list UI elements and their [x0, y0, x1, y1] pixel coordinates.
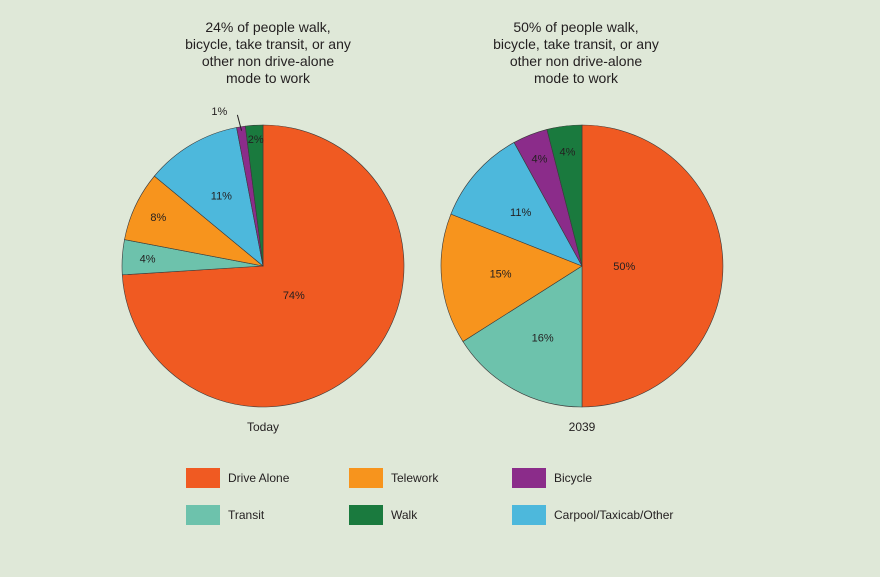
legend-item: Carpool/Taxicab/Other — [512, 504, 673, 526]
chart-title-line: other non drive-alone — [201, 53, 335, 69]
legend-item: Bicycle — [512, 467, 592, 489]
legend-label: Telework — [391, 471, 439, 485]
chart-title-line: bicycle, take transit, or any — [185, 36, 351, 52]
pie-slice-drive-alone — [581, 124, 724, 408]
pie-slice-walk — [546, 124, 583, 267]
chart-title-today: 24% of people walk, bicycle, take transi… — [138, 19, 398, 87]
pie-slice-carpool-taxicab-other — [450, 142, 583, 267]
chart-title-line: mode to work — [225, 70, 311, 86]
pie-slice-transit — [462, 265, 583, 408]
pie-slice-walk — [244, 124, 264, 267]
pie-chart-2039: 50% 16% 15% 11% 4% 4% 2039 — [440, 124, 724, 434]
pie-chart-today: 74% 4% 8% 11% 1% 2% Today — [121, 106, 405, 434]
pie-slice-label: 8% — [150, 212, 166, 224]
pie-slice-label: 16% — [532, 333, 554, 345]
pie-slice-label: 4% — [531, 153, 547, 165]
chart-title-line: 50% of people walk, — [513, 19, 639, 35]
legend-label: Bicycle — [554, 471, 593, 485]
chart-title-line: 24% of people walk, — [205, 19, 331, 35]
pie-slice-label: 2% — [248, 134, 264, 146]
chart-title-line: mode to work — [533, 70, 619, 86]
pie-charts-svg: 74% 4% 8% 11% 1% 2% Today 50% 16% 15% 11% 4% 4% 2039 — [121, 106, 724, 434]
callout-leader-line — [236, 114, 243, 131]
pie-slice-telework — [440, 213, 583, 342]
legend-swatch — [512, 468, 546, 488]
pie-caption: Today — [247, 420, 279, 434]
legend-label: Transit — [228, 508, 265, 522]
legend-item: Transit — [186, 504, 264, 526]
legend-item: Telework — [349, 467, 438, 489]
legend-swatch — [186, 505, 220, 525]
pie-caption: 2039 — [569, 420, 596, 434]
pie-slice-label: 11% — [211, 191, 232, 203]
chart-title-line: bicycle, take transit, or any — [493, 36, 659, 52]
legend-label: Carpool/Taxicab/Other — [554, 508, 674, 522]
legend-label: Walk — [391, 508, 418, 522]
pie-slice-label: 74% — [283, 290, 305, 302]
pie-slice-label: 4% — [560, 146, 576, 158]
legend-label: Drive Alone — [228, 471, 290, 485]
pie-slice-label: 4% — [140, 254, 156, 266]
legend-item: Drive Alone — [186, 467, 289, 489]
chart-title-2039: 50% of people walk, bicycle, take transi… — [446, 19, 706, 87]
pie-slice-label: 50% — [613, 261, 635, 273]
pie-slice-label: 1% — [211, 106, 227, 118]
pie-slice-label: 11% — [510, 207, 531, 219]
legend-swatch — [349, 468, 383, 488]
legend-swatch — [186, 468, 220, 488]
legend-item: Walk — [349, 504, 417, 526]
legend-swatch — [512, 505, 546, 525]
pie-slice-label: 15% — [490, 269, 512, 281]
chart-title-line: other non drive-alone — [509, 53, 643, 69]
legend-swatch — [349, 505, 383, 525]
pie-slice-carpool-taxicab-other — [153, 127, 264, 267]
